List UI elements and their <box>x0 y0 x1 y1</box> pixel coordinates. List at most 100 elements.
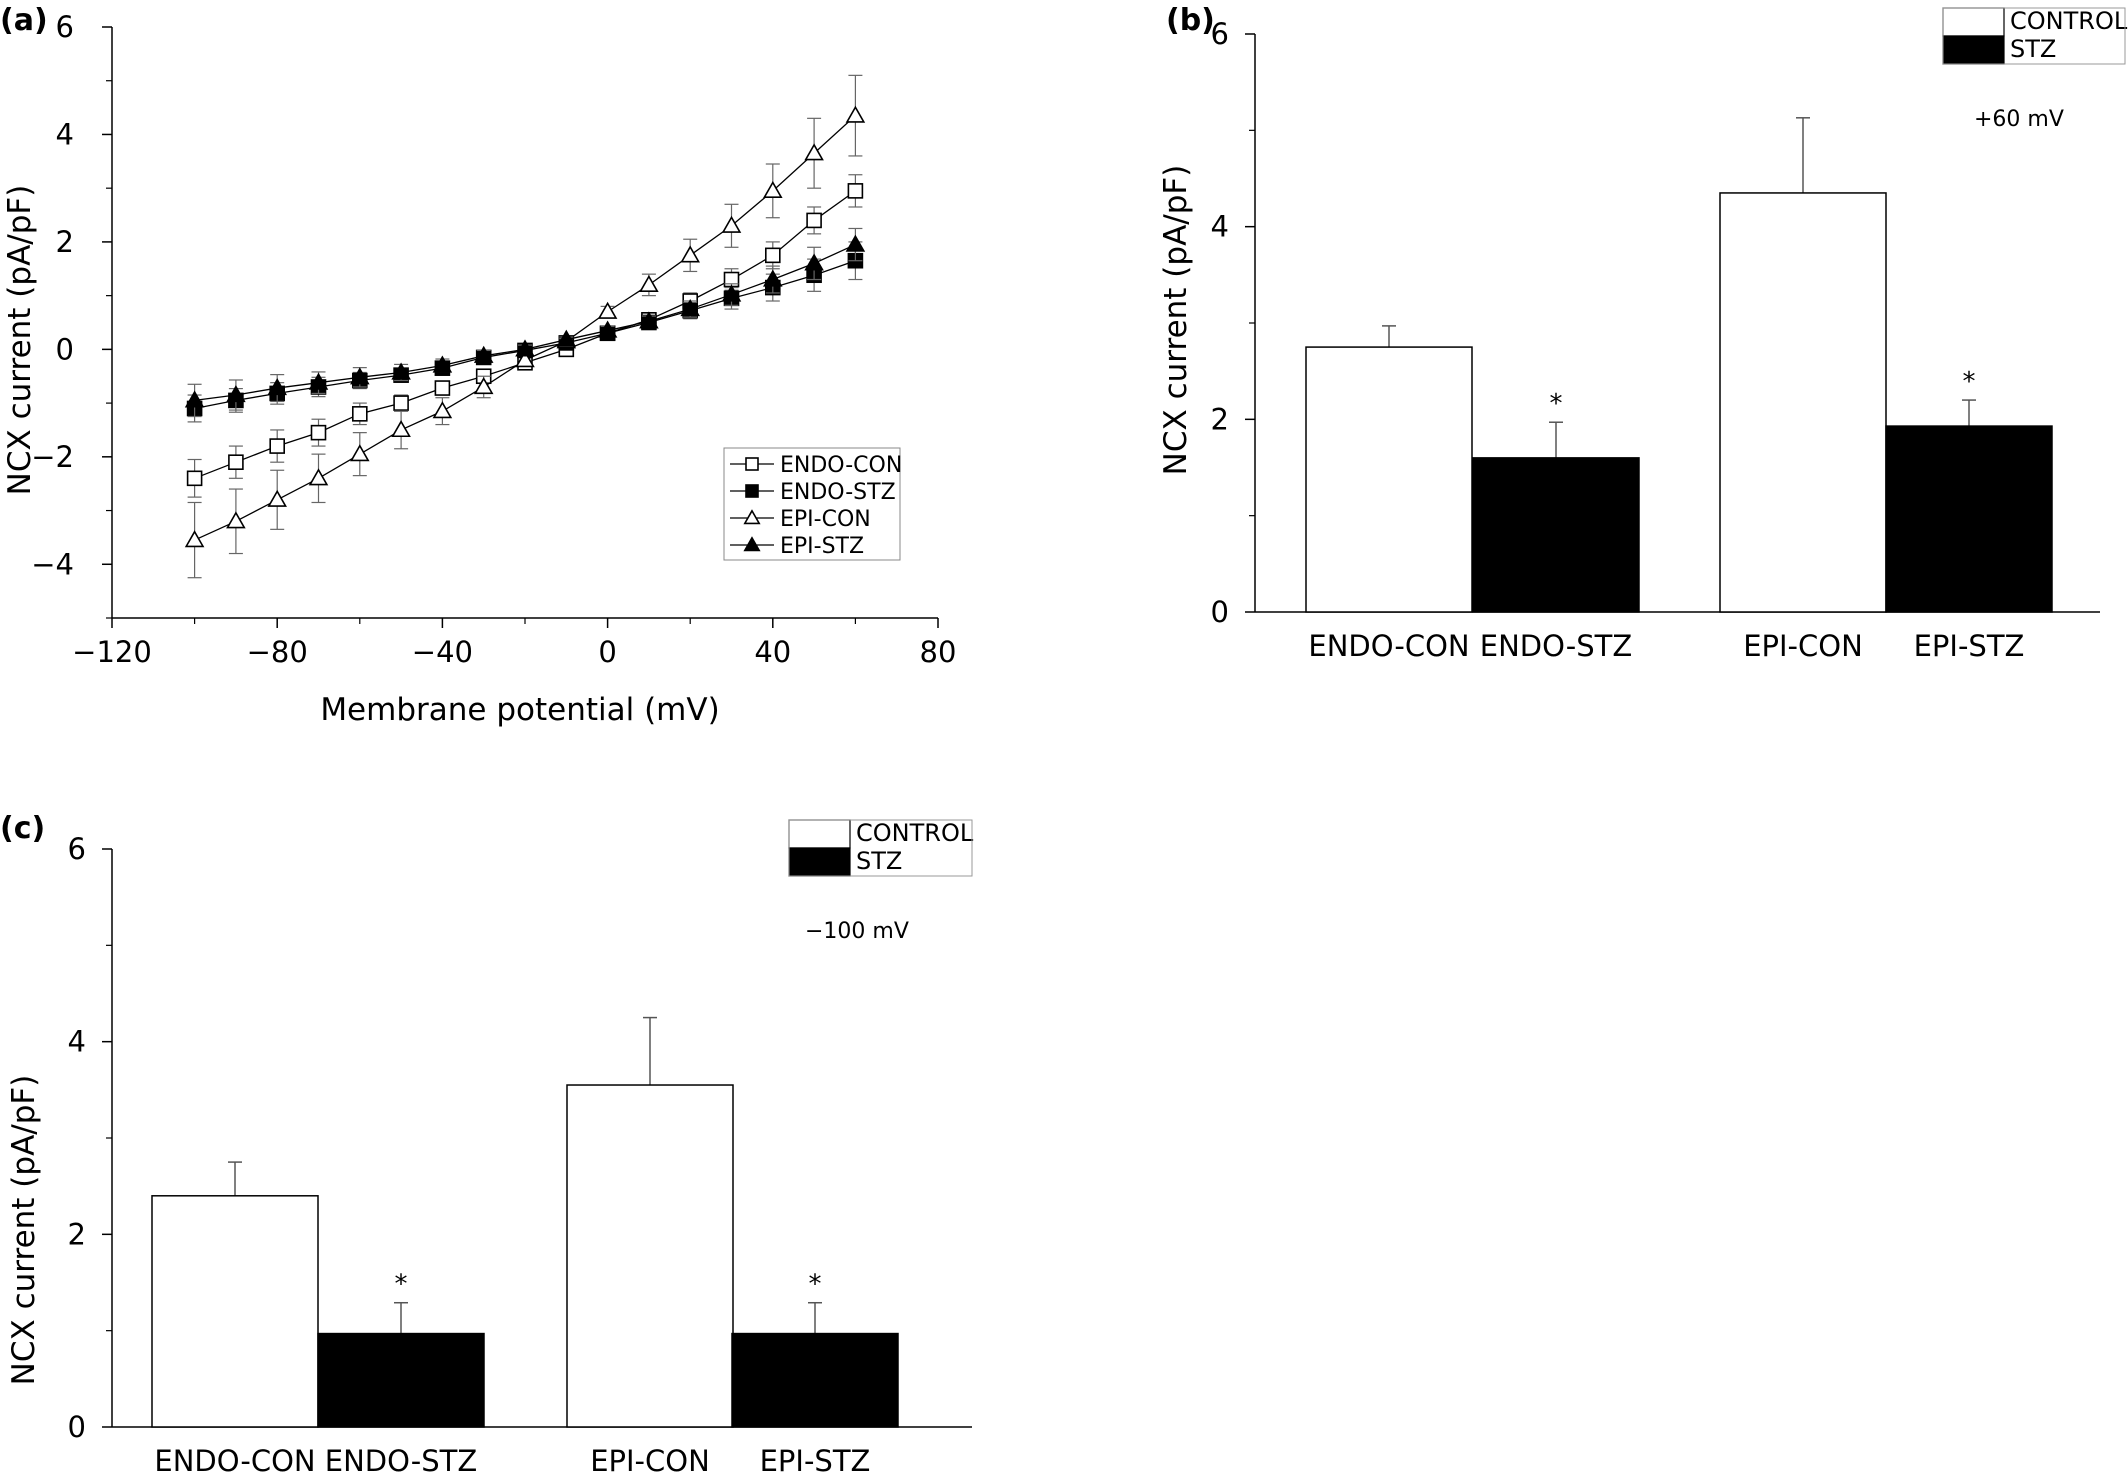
y-tick-label: 4 <box>56 117 74 151</box>
data-point-epi-con <box>515 350 535 368</box>
data-point-epi-con <box>597 301 618 319</box>
x-tick-label: −40 <box>412 635 473 669</box>
x-tick-label: 40 <box>754 635 791 669</box>
y-axis-title: NCX current (pA/pF) <box>2 185 38 496</box>
data-point-endo-con <box>310 424 327 441</box>
data-point-epi-stz <box>763 269 783 287</box>
legend-label-endo-stz: ENDO-STZ <box>780 480 896 505</box>
iv-curve-chart: (a) Membrane potential (mV) NCX current … <box>0 3 957 728</box>
data-point-epi-con <box>804 143 824 161</box>
y-tick-label: 0 <box>68 1410 86 1444</box>
data-point-epi-stz <box>391 362 411 380</box>
data-point-epi-con <box>391 419 411 438</box>
data-point-epi-con <box>308 468 329 486</box>
category-label-epi-con: EPI-CON <box>590 1444 710 1478</box>
bar-epi-con <box>566 1084 734 1428</box>
data-point-endo-con <box>806 212 822 229</box>
voltage-annotation: +60 mV <box>1974 107 2064 132</box>
y-axis-title: NCX current (pA/pF) <box>1158 165 1194 476</box>
y-tick-label: −4 <box>31 547 74 581</box>
legend-label-epi-stz: EPI-STZ <box>780 534 864 559</box>
significance-marker: * <box>1550 389 1563 419</box>
bar-chart-plus60: (b) NCX current (pA/pF) +60 mV 0 2 4 6 ENDO-… <box>1158 3 2128 663</box>
bar-chart-minus100: (c) NCX current (pA/pF) −100 mV 0 2 4 6 ENDO… <box>0 811 974 1478</box>
legend-marker-epi-con <box>743 509 761 525</box>
data-point-epi-stz <box>473 345 494 363</box>
bar-epi-con <box>1719 192 1887 613</box>
y-tick-label: 4 <box>1211 210 1229 244</box>
panel-a-line-chart: (a) Membrane potential (mV) NCX current … <box>0 0 1000 760</box>
legend-swatch-stz <box>788 847 851 877</box>
data-point-endo-con <box>434 380 451 396</box>
y-tick-label: −2 <box>31 440 74 474</box>
y-tick-label: 0 <box>56 332 74 366</box>
panel-label: (c) <box>0 811 45 846</box>
data-point-epi-stz <box>515 339 535 357</box>
significance-marker: * <box>1963 367 1976 397</box>
y-tick-label: 2 <box>56 225 74 259</box>
category-label-endo-stz: ENDO-STZ <box>1480 629 1632 663</box>
data-point-epi-con <box>184 530 205 548</box>
data-point-epi-con <box>721 215 742 233</box>
data-point-epi-stz <box>308 372 329 390</box>
x-tick-label: −80 <box>247 635 308 669</box>
y-tick-label: 4 <box>68 1025 86 1059</box>
legend-label-stz: STZ <box>856 847 902 875</box>
data-point-epi-con <box>680 245 700 263</box>
bar-epi-stz <box>1885 425 2053 613</box>
data-point-epi-stz <box>804 253 824 271</box>
data-point-epi-stz <box>226 385 246 403</box>
series-line-epi-stz <box>194 244 856 402</box>
data-point-epi-stz <box>432 355 453 373</box>
data-point-epi-con <box>473 376 494 395</box>
category-label-epi-stz: EPI-STZ <box>760 1444 871 1478</box>
y-tick-label: 2 <box>1211 402 1229 436</box>
data-point-epi-stz <box>597 320 618 338</box>
significance-marker: * <box>395 1270 408 1300</box>
data-point-epi-stz <box>556 329 577 347</box>
data-point-endo-con <box>393 395 409 411</box>
legend-marker-endo-con <box>745 457 759 471</box>
series-line-endo-con <box>194 190 856 479</box>
legend-marker-epi-stz <box>743 536 761 552</box>
data-point-epi-con <box>845 105 866 123</box>
data-point-epi-stz <box>184 390 205 408</box>
data-point-endo-con <box>847 183 864 199</box>
x-tick-label: 80 <box>920 635 957 669</box>
data-point-endo-con <box>269 438 286 454</box>
y-tick-label: 6 <box>56 10 74 44</box>
data-point-endo-con <box>764 247 781 264</box>
y-axis-title: NCX current (pA/pF) <box>6 1075 42 1386</box>
legend-label-endo-con: ENDO-CON <box>780 453 902 478</box>
data-point-epi-con <box>226 511 246 529</box>
category-label-epi-con: EPI-CON <box>1743 629 1863 663</box>
voltage-annotation: −100 mV <box>805 919 909 944</box>
legend-box <box>788 819 973 877</box>
legend-swatch-control <box>1942 7 2005 37</box>
bar-endo-con <box>151 1195 319 1428</box>
data-point-epi-stz <box>680 299 700 317</box>
y-tick-label: 2 <box>68 1217 86 1251</box>
legend-marker-endo-stz <box>745 484 759 498</box>
data-point-endo-con <box>186 470 203 487</box>
legend-box <box>1942 7 2126 65</box>
legend-label-epi-con: EPI-CON <box>780 507 871 532</box>
x-axis-title: Membrane potential (mV) <box>320 692 719 728</box>
legend-label-stz: STZ <box>2010 35 2056 63</box>
data-point-endo-con <box>351 406 368 422</box>
legend-swatch-stz <box>1942 35 2005 65</box>
significance-marker: * <box>809 1270 822 1300</box>
category-label-epi-stz: EPI-STZ <box>1914 629 2025 663</box>
panel-b-bar-chart: (b) NCX current (pA/pF) +60 mV 0 2 4 6 ENDO-… <box>1130 0 2128 700</box>
bar-epi-stz <box>731 1332 899 1428</box>
x-tick-label: 0 <box>598 635 616 669</box>
bar-endo-con <box>1305 346 1473 613</box>
data-point-epi-stz <box>267 378 287 396</box>
panel-label: (b) <box>1166 3 1215 38</box>
bar-endo-stz <box>317 1332 485 1428</box>
panel-label: (a) <box>0 3 48 38</box>
y-tick-label: 0 <box>1211 595 1229 629</box>
data-point-epi-con <box>763 180 783 198</box>
bar-endo-stz <box>1472 457 1640 613</box>
data-point-endo-con <box>228 454 244 470</box>
